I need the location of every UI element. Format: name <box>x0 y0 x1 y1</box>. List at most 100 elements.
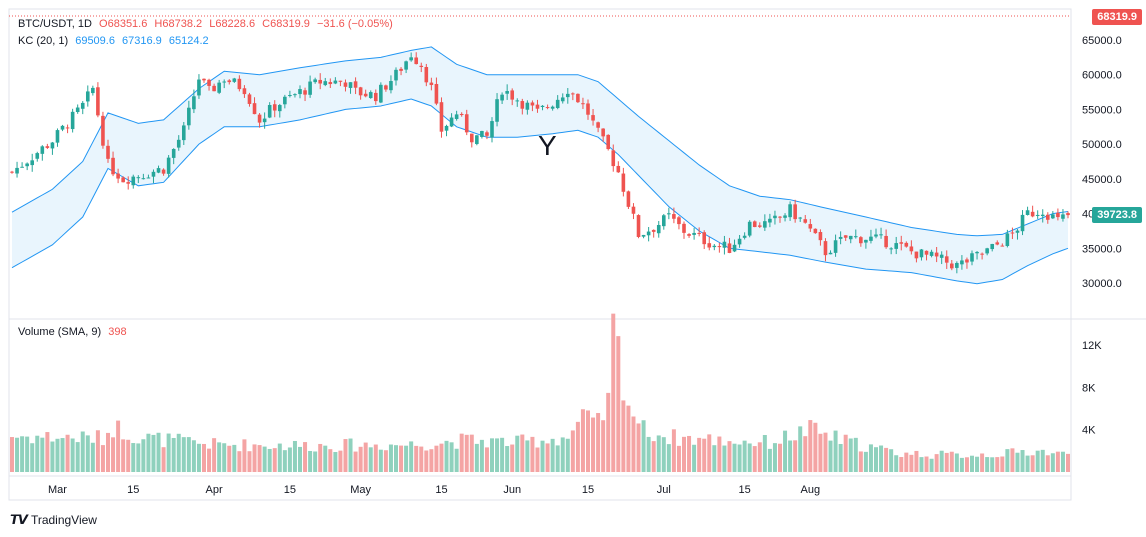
volume-bar <box>707 434 712 472</box>
candle-body <box>485 132 489 136</box>
volume-bar <box>388 444 393 472</box>
volume-bar <box>717 436 722 472</box>
volume-bar <box>252 444 257 472</box>
candle-body <box>1061 214 1065 219</box>
candle-body <box>45 146 50 148</box>
candle-body <box>611 150 616 167</box>
volume-bar <box>439 443 444 472</box>
volume-bar <box>712 445 717 472</box>
volume-bar <box>449 442 454 472</box>
volume-bar <box>444 440 449 472</box>
volume-bar <box>303 442 308 472</box>
volume-bar <box>202 443 206 472</box>
candle-body <box>348 82 353 88</box>
candle-body <box>379 84 383 103</box>
volume-bar <box>429 449 434 472</box>
volume-bar <box>788 440 793 472</box>
volume-bar <box>631 416 636 472</box>
volume-bar <box>990 457 995 472</box>
candle-body <box>96 87 100 116</box>
volume-bar <box>924 456 929 472</box>
low-value: L68228.6 <box>209 18 256 30</box>
candle-body <box>267 105 272 118</box>
candle-body <box>732 244 737 252</box>
volume-bar <box>727 441 732 472</box>
candle-body <box>141 178 146 180</box>
volume-bar <box>510 444 515 472</box>
candle-body <box>318 79 323 84</box>
candle-body <box>828 252 833 255</box>
candle-body <box>323 81 328 86</box>
candle-body <box>288 95 292 97</box>
tradingview-brand[interactable]: 𝙏𝙑 TradingView <box>10 512 97 528</box>
candle-body <box>394 69 398 81</box>
kc-middle-value: 67316.9 <box>122 35 162 47</box>
volume-bar <box>970 455 974 472</box>
candle-body <box>444 125 449 131</box>
volume-bar <box>783 430 788 472</box>
candle-body <box>262 118 267 123</box>
volume-bar <box>863 451 868 472</box>
price-tick-label: 60000.0 <box>1082 70 1122 82</box>
volume-bar <box>100 445 105 472</box>
candle-body <box>404 61 408 70</box>
candle-body <box>419 65 424 68</box>
price-tick-label: 30000.0 <box>1082 278 1122 290</box>
volume-bar <box>500 437 505 472</box>
candle-body <box>565 93 570 98</box>
candle-body <box>707 243 712 248</box>
volume-bar <box>757 442 762 472</box>
volume-bar <box>772 443 777 472</box>
volume-bar <box>318 443 323 472</box>
candle-body <box>763 221 767 228</box>
symbol-label[interactable]: BTC/USDT, 1D <box>18 18 92 30</box>
candle-body <box>373 92 378 102</box>
candle-body <box>1000 245 1005 247</box>
candle-body <box>197 79 201 96</box>
volume-bar <box>20 436 25 472</box>
candle-body <box>692 232 696 235</box>
candle-body <box>439 102 444 132</box>
candle-body <box>813 228 818 234</box>
volume-bar <box>141 439 146 472</box>
time-tick-label: 15 <box>127 484 139 496</box>
candle-body <box>111 157 115 175</box>
volume-bar <box>222 443 227 472</box>
volume-bar <box>899 457 904 472</box>
volume-bar <box>262 446 267 472</box>
volume-bar <box>1066 453 1070 472</box>
volume-label[interactable]: Volume (SMA, 9) <box>18 326 102 338</box>
volume-bar <box>490 438 494 472</box>
volume-bar <box>904 452 909 472</box>
volume-bar <box>884 447 889 472</box>
candle-body <box>1045 214 1050 220</box>
candle-body <box>924 250 929 255</box>
candle-body <box>884 235 888 248</box>
volume-bar <box>166 433 171 472</box>
candle-body <box>131 176 136 186</box>
candle-body <box>459 113 464 116</box>
candle-body <box>469 133 474 143</box>
candle-body <box>176 139 181 148</box>
candle-body <box>1066 213 1070 216</box>
volume-bar <box>793 440 798 472</box>
candle-body <box>232 78 237 82</box>
candle-body <box>520 101 525 109</box>
volume-bar <box>651 441 656 472</box>
volume-bar <box>692 444 697 472</box>
kc-upper-value: 69509.6 <box>75 35 115 47</box>
candle-body <box>591 115 595 121</box>
kc-label[interactable]: KC (20, 1) <box>18 35 69 47</box>
close-value: C68319.9 <box>262 18 310 30</box>
candle-body <box>227 80 232 83</box>
candle-body <box>843 235 848 238</box>
brand-name: TradingView <box>30 513 97 527</box>
candle-body <box>687 234 691 236</box>
candle-body <box>121 177 125 183</box>
volume-bar <box>308 450 313 472</box>
candle-body <box>874 234 878 237</box>
candle-body <box>626 191 631 207</box>
candle-body <box>202 78 206 81</box>
candle-body <box>894 243 899 249</box>
